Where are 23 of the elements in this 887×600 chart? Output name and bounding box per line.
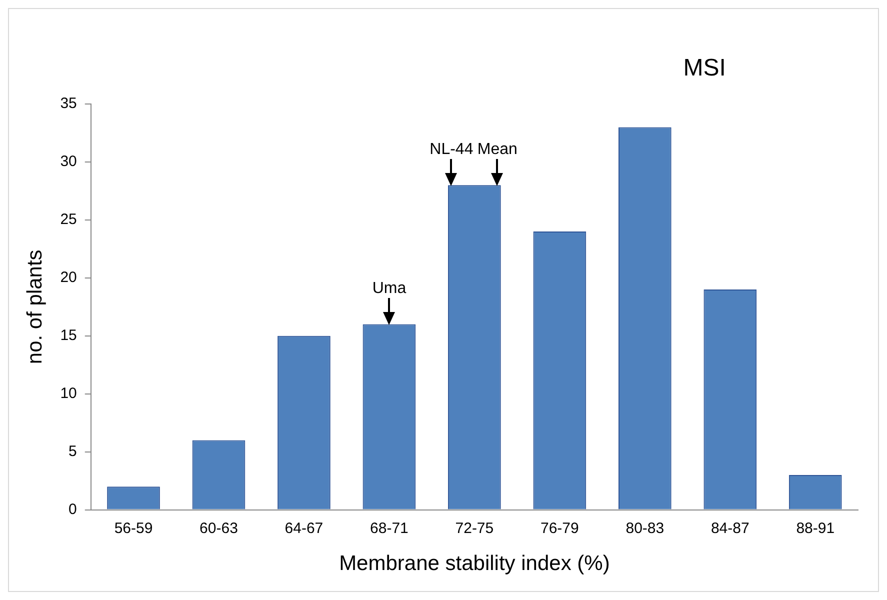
x-tick-label: 76-79 [540, 520, 579, 537]
chart-title: MSI [683, 54, 726, 82]
y-tick-label: 30 [60, 153, 77, 170]
y-tick-label: 25 [60, 211, 77, 228]
x-tick-label: 68-71 [370, 520, 408, 537]
y-tick-label: 10 [60, 385, 77, 402]
annotation: Uma [371, 280, 408, 298]
x-tick-label: 56-59 [114, 520, 153, 537]
annotation: NL-44 [430, 141, 474, 158]
annotation: Mean [477, 141, 518, 158]
x-axis-title: Membrane stability index (%) [339, 552, 610, 576]
x-tick-label: 80-83 [626, 520, 664, 537]
y-tick-label: 35 [60, 95, 77, 112]
y-tick-label: 5 [68, 442, 77, 460]
y-axis-title: no. of plants [23, 250, 46, 364]
x-tick-label: 60-63 [200, 520, 238, 537]
x-tick-label: 64-67 [284, 520, 324, 537]
y-tick-label: 20 [60, 269, 77, 286]
x-tick-label: 72-75 [455, 520, 494, 537]
y-tick-label: 15 [60, 327, 77, 344]
x-tick-label: 84-87 [710, 520, 750, 537]
x-tick-label: 88-91 [796, 520, 835, 537]
y-tick-label: 0 [68, 500, 77, 518]
